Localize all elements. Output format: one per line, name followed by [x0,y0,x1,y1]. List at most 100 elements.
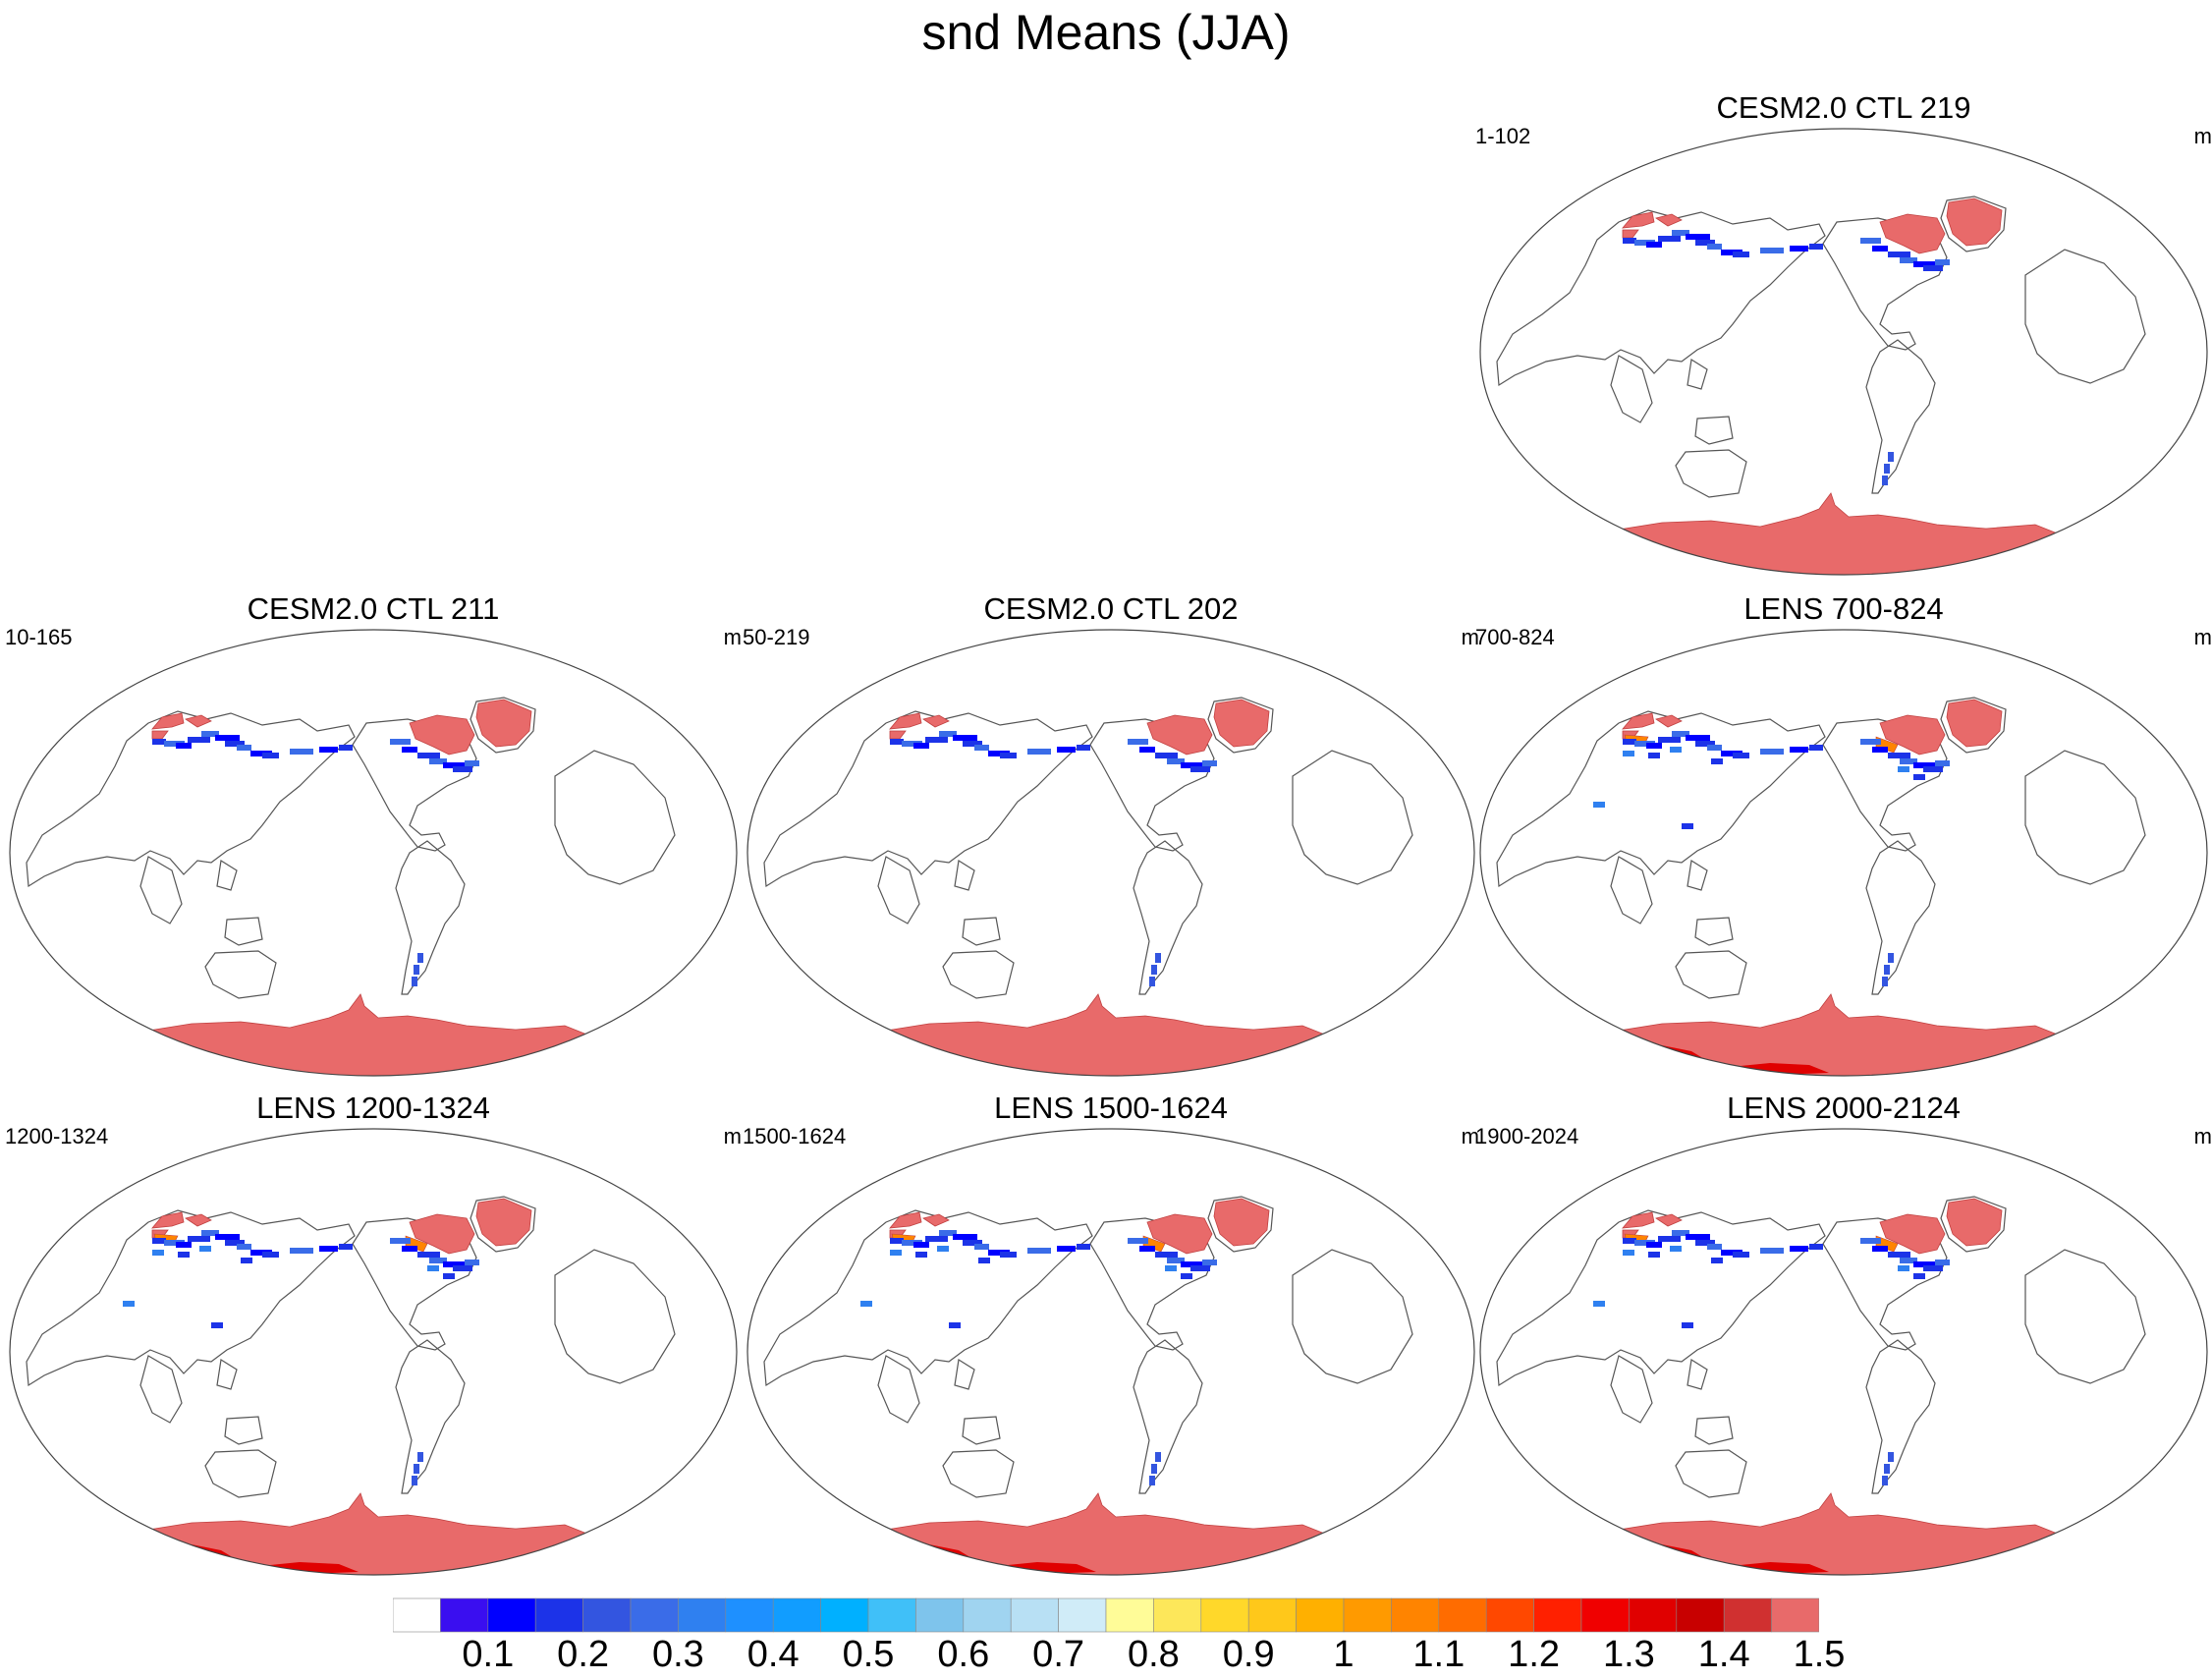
snow-cell [1634,741,1655,747]
snow-cell [1202,760,1217,766]
snow-cell [164,1240,185,1246]
coastline [1207,1196,1274,1253]
snow-cell [1860,739,1881,745]
snow-cell [152,1250,164,1256]
colorbar-tick-label: 1.2 [1508,1634,1561,1675]
snow-cell [427,1265,439,1271]
snow-region-nh [889,712,922,730]
snow-cell [1888,1252,1910,1258]
colorbar-tick-label: 0.1 [462,1634,515,1675]
snow-cell [465,760,479,766]
panel-year-range: 700-824 [1475,625,1555,649]
world-map [747,1128,1475,1576]
snow-cell [176,743,192,749]
snow-cell [1809,745,1823,751]
coastline [1292,1249,1413,1384]
snow-cell [211,1322,223,1328]
coastline [2024,1249,2146,1384]
snow-cell [1670,1246,1682,1252]
snow-cell [225,1240,245,1246]
panel-title: CESM2.0 CTL 211 [247,591,500,626]
snow-cell [1872,1246,1888,1252]
snow-cell [1623,238,1636,244]
snow-cell [1593,802,1605,808]
snow-cell [1913,1273,1925,1279]
snow-cell [1682,1322,1693,1328]
snow-cell [1077,1244,1090,1250]
snow-region-nh [1879,213,1946,254]
colorbar-box [1343,1597,1392,1633]
snow-cell [1155,1452,1161,1462]
coastline [224,917,263,946]
snow-cell [412,1476,417,1485]
colorbar-tick-label: 1.1 [1412,1634,1465,1675]
colorbar-box [487,1597,536,1633]
snow-cell [1790,246,1808,252]
colorbar-tick-label: 0.6 [937,1634,990,1675]
snow-cell [1167,758,1185,764]
colorbar-tick-label: 0.4 [747,1634,800,1675]
map-panel: CESM2.0 CTL 202 50-219 m [743,591,1479,1077]
snow-cell [1646,743,1662,749]
snow-region-nh [1946,699,2003,748]
coastline [1940,1196,2007,1253]
colorbar-tick-label: 1.4 [1697,1634,1750,1675]
colorbar-box [772,1597,821,1633]
colorbar-tick-label: 0.3 [651,1634,704,1675]
snow-cell [1923,766,1943,772]
snow-cell [1900,257,1917,263]
snow-cell [237,1244,251,1250]
snow-cell [1151,1464,1157,1474]
colorbar-box [1723,1597,1772,1633]
snow-cell [937,1246,949,1252]
coastline [1675,449,1747,498]
coastline [1610,355,1653,423]
colorbar-box [1058,1597,1107,1633]
snow-cell [1935,259,1950,265]
coastline [1610,1355,1653,1424]
snow-cell [1733,1252,1749,1258]
snow-cell [414,1464,419,1474]
colorbar-box [1296,1597,1345,1633]
snow-cell [1646,242,1662,248]
snow-cell [1882,476,1888,485]
snow-cell [1733,252,1749,257]
coastline [1687,860,1708,891]
coastline [470,1196,536,1253]
snow-cell [1707,1244,1722,1250]
colorbar-tick-label: 0.7 [1032,1634,1085,1675]
snow-cell [1593,1301,1605,1307]
colorbar-box [1771,1597,1819,1633]
snow-cell [1202,1260,1217,1265]
panel-title: LENS 700-824 [1743,591,1944,626]
figure-title: snd Means (JJA) [921,5,1291,60]
snow-cell [1884,1464,1890,1474]
snow-cell [1190,766,1210,772]
colorbar-box [1105,1597,1154,1633]
snow-cell [1151,965,1157,975]
panel-year-range: 1500-1624 [743,1124,847,1148]
colorbar [393,1597,1819,1633]
snow-cell [890,1250,902,1256]
antarctica-snow [102,993,636,1076]
snow-cell [1900,758,1917,764]
snow-cell [417,1452,423,1462]
map-frame [747,1128,1475,1576]
snow-cell [1809,244,1823,250]
snow-cell [1672,1230,1689,1236]
panel-units: m [723,625,742,649]
coastline [1292,750,1413,885]
snow-cell [1888,252,1910,257]
antarctica-snow [1573,492,2106,575]
panel-title: CESM2.0 CTL 202 [983,591,1239,626]
snow-cell [1884,464,1890,474]
snow-cell [290,749,313,755]
snow-region-nh [1879,714,1946,756]
snow-cell [199,1246,211,1252]
snow-cell [890,1238,904,1244]
snow-cell [1935,760,1950,766]
snow-cell [974,745,989,751]
coastline [1496,209,1826,387]
snow-cell [1900,1258,1917,1263]
snow-cell [339,745,353,751]
